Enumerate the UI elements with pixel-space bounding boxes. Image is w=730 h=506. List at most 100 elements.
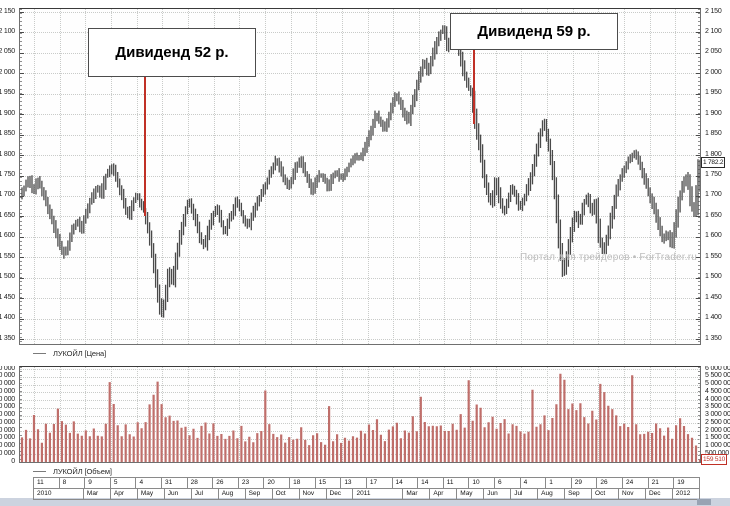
- date-month-cell: May: [136, 489, 164, 499]
- price-vgridline: [136, 9, 138, 344]
- price-vgridline: [110, 9, 112, 344]
- price-legend-label: ЛУКОЙЛ [Цена]: [53, 349, 107, 358]
- price-vgridline: [59, 9, 61, 344]
- volume-axis-label: 3 000 000: [705, 411, 730, 418]
- price-major-tick: [696, 32, 700, 34]
- price-chart-panel[interactable]: Портал для трейдеров • ForTrader.ru: [19, 8, 701, 345]
- price-axis-label: 1 800: [705, 150, 722, 158]
- volume-axis-label: 4 000 000: [0, 395, 15, 403]
- price-major-tick: [20, 318, 24, 320]
- price-gridline: [20, 257, 700, 259]
- date-day-cell: 29: [570, 478, 597, 488]
- date-day-cell: 8: [58, 478, 85, 488]
- date-month-cell: Jul: [510, 489, 537, 499]
- date-month-cell: Jul: [190, 489, 218, 499]
- price-major-tick: [20, 257, 24, 259]
- price-major-tick: [20, 93, 24, 95]
- date-month-cell: Sep: [244, 489, 272, 499]
- volume-legend-label: ЛУКОЙЛ [Объем]: [53, 467, 112, 476]
- volume-vgridline: [316, 367, 318, 462]
- volume-vgridline: [110, 367, 112, 462]
- last-volume-label: 159 510: [701, 454, 728, 466]
- volume-series: [20, 373, 700, 462]
- volume-vgridline: [598, 367, 600, 462]
- volume-vgridline: [547, 367, 549, 462]
- volume-gridline: [20, 400, 700, 401]
- volume-chart-panel[interactable]: [19, 366, 701, 463]
- price-vgridline: [264, 9, 266, 344]
- price-vgridline: [341, 9, 343, 344]
- price-axis-label: 1 350: [0, 334, 15, 342]
- price-vgridline: [547, 9, 549, 344]
- price-gridline: [20, 134, 700, 136]
- price-axis-label: 2 100: [0, 27, 15, 35]
- price-major-tick: [20, 73, 24, 75]
- scrollbar-corner-handle[interactable]: [697, 499, 711, 505]
- price-vgridline: [675, 9, 677, 344]
- price-major-tick: [696, 318, 700, 320]
- date-month-cell: 2012: [671, 489, 699, 499]
- day-row: 11 8 9 5 4 31 28 26 23 20 18 15 13 17 14 14 11 10 6 4 1 29 26 2…: [33, 478, 699, 489]
- volume-axis-label: 3 500 000: [0, 403, 15, 411]
- price-vgridline: [393, 9, 395, 344]
- volume-axis-label: 1 500 000: [705, 434, 730, 442]
- volume-vgridline: [187, 367, 189, 462]
- price-major-tick: [20, 236, 24, 238]
- price-gridline: [20, 216, 700, 218]
- price-major-tick: [696, 216, 700, 218]
- volume-axis-label: 1 000 000: [0, 442, 15, 449]
- date-day-cell: 9: [84, 478, 110, 488]
- price-axis-label: 1 400: [705, 314, 722, 322]
- volume-axis-label: 3 000 000: [0, 411, 15, 418]
- volume-axis-label: 500 000: [0, 449, 15, 457]
- minor-ticks-left: [20, 9, 22, 344]
- date-month-cell: 2010: [33, 489, 83, 499]
- volume-axis-label: 6 000 000: [705, 366, 730, 372]
- volume-axis-label: 500 000: [705, 450, 729, 457]
- price-axis-label: 1 950: [0, 89, 15, 97]
- price-axis-label: 1 500: [0, 273, 15, 281]
- date-day-cell: 4: [519, 478, 546, 488]
- price-axis-label: 1 700: [0, 191, 15, 199]
- price-major-tick: [696, 73, 700, 75]
- price-axis-label: 1 750: [705, 171, 722, 178]
- minor-ticks-right: [698, 9, 700, 344]
- volume-axis-label: 5 000 000: [705, 380, 730, 387]
- volume-gridline: [20, 369, 700, 370]
- date-month-cell: Aug: [537, 489, 564, 499]
- volume-axis-label: 3 500 000: [705, 403, 730, 411]
- price-gridline: [20, 93, 700, 95]
- price-vgridline: [290, 9, 292, 344]
- volume-vgridline: [136, 367, 138, 462]
- price-axis-label: 1 750: [0, 171, 15, 178]
- price-legend-line-icon: [33, 353, 46, 354]
- date-month-cell: 2011: [352, 489, 402, 499]
- dividend-annotation-1-text: Дивиденд 52 р.: [115, 44, 229, 61]
- price-major-tick: [20, 175, 24, 177]
- price-axis-label: 1 600: [0, 232, 15, 240]
- price-major-tick: [20, 32, 24, 34]
- date-month-cell: Dec: [644, 489, 672, 499]
- date-day-cell: 11: [33, 478, 59, 488]
- price-axis-label: 1 850: [705, 130, 722, 138]
- date-month-cell: Oct: [591, 489, 618, 499]
- volume-gridline: [20, 407, 700, 409]
- volume-vgridline: [444, 367, 446, 462]
- date-month-cell: Mar: [82, 489, 110, 499]
- volume-legend-line-icon: [33, 471, 46, 472]
- price-vgridline: [213, 9, 215, 344]
- price-major-tick: [696, 155, 700, 157]
- volume-axis-label: 1 500 000: [0, 434, 15, 442]
- price-axis-label: 2 000: [0, 68, 15, 76]
- bottom-strip: [0, 498, 730, 506]
- minor-ticks-right: [698, 367, 700, 462]
- price-major-tick: [696, 114, 700, 116]
- volume-axis-label: 1 000 000: [705, 442, 730, 449]
- price-major-tick: [20, 298, 24, 300]
- volume-axis-label: 2 500 000: [705, 418, 730, 426]
- price-vgridline: [521, 9, 523, 344]
- price-gridline: [20, 52, 700, 54]
- volume-gridline: [20, 415, 700, 417]
- volume-vgridline: [341, 367, 343, 462]
